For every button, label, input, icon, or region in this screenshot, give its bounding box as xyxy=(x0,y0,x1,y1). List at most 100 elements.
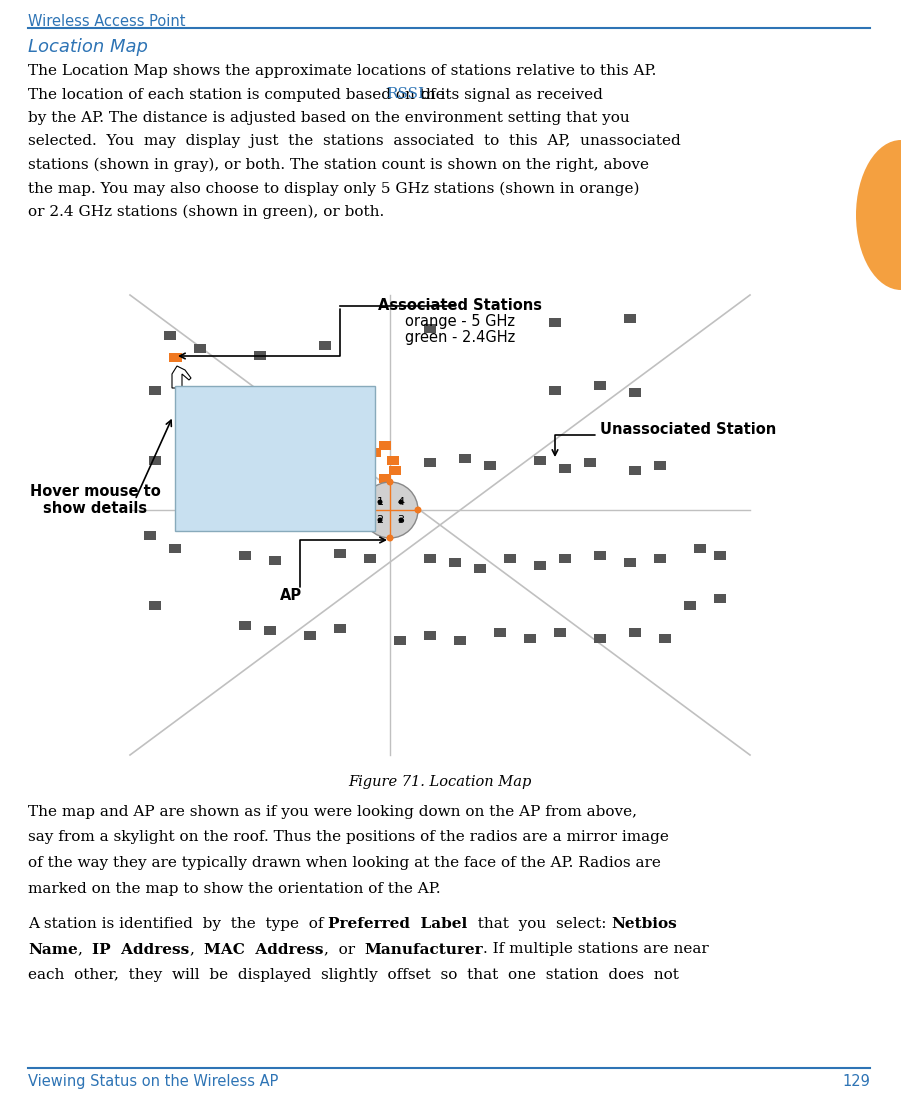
Bar xyxy=(194,344,206,353)
Text: by the AP. The distance is adjusted based on the environment setting that you: by the AP. The distance is adjusted base… xyxy=(28,111,630,125)
Bar xyxy=(714,551,726,560)
Bar xyxy=(179,391,191,400)
Bar xyxy=(594,634,606,643)
Bar xyxy=(169,353,182,362)
Bar xyxy=(364,554,376,563)
Text: TX Rate:: TX Rate: xyxy=(181,477,234,487)
Text: RSSI: RSSI xyxy=(386,88,424,101)
Bar xyxy=(304,631,316,641)
Bar xyxy=(594,551,606,560)
Bar xyxy=(394,636,406,645)
Text: SSID:: SSID: xyxy=(181,460,214,470)
Text: that  you  select:: that you select: xyxy=(468,917,611,931)
Bar xyxy=(239,620,251,631)
Text: Name: Name xyxy=(28,942,77,957)
Bar xyxy=(624,314,636,323)
Bar xyxy=(319,341,331,350)
Circle shape xyxy=(398,499,404,505)
Circle shape xyxy=(398,518,404,522)
Bar xyxy=(694,544,706,553)
Text: each  other,  they  will  be  displayed  slightly  offset  so  that  one  statio: each other, they will be displayed sligh… xyxy=(28,968,678,983)
Text: ,: , xyxy=(189,942,205,957)
Bar xyxy=(175,385,375,531)
Bar xyxy=(584,458,596,467)
Text: IP  Address: IP Address xyxy=(93,942,189,957)
Text: Channel:: Channel: xyxy=(181,409,236,419)
Circle shape xyxy=(378,499,383,505)
Text: green - 2.4GHz: green - 2.4GHz xyxy=(405,330,515,345)
Text: xirrus-xr3x3: xirrus-xr3x3 xyxy=(250,460,317,470)
Text: Location Map: Location Map xyxy=(28,38,148,56)
Circle shape xyxy=(414,507,422,514)
Text: Manufacturer: Manufacturer xyxy=(365,942,483,957)
Bar xyxy=(149,456,161,465)
Text: IP:: IP: xyxy=(181,443,197,453)
Text: 1: 1 xyxy=(377,497,384,507)
Text: A station is identified  by  the  type  of: A station is identified by the type of xyxy=(28,917,328,931)
Text: orange - 5 GHz: orange - 5 GHz xyxy=(405,314,515,329)
Bar xyxy=(379,441,391,450)
Bar xyxy=(279,465,291,473)
Bar xyxy=(629,628,641,637)
Text: iap2: iap2 xyxy=(250,392,274,402)
Text: stations (shown in gray), or both. The station count is shown on the right, abov: stations (shown in gray), or both. The s… xyxy=(28,158,649,173)
Bar xyxy=(264,626,276,635)
Bar xyxy=(424,554,436,563)
Text: 6.5Mbps: 6.5Mbps xyxy=(250,477,297,487)
Text: 3: 3 xyxy=(397,515,405,525)
Text: marked on the map to show the orientation of the AP.: marked on the map to show the orientatio… xyxy=(28,881,441,896)
Text: of the way they are typically drawn when looking at the face of the AP. Radios a: of the way they are typically drawn when… xyxy=(28,856,660,870)
Bar xyxy=(269,556,281,565)
Text: say from a skylight on the roof. Thus the positions of the radios are a mirror i: say from a skylight on the roof. Thus th… xyxy=(28,831,669,844)
Bar xyxy=(424,631,436,641)
Bar xyxy=(369,448,381,457)
Text: 10.100.23.156: 10.100.23.156 xyxy=(250,443,331,453)
Circle shape xyxy=(387,479,394,486)
Bar xyxy=(424,324,436,333)
Bar xyxy=(629,466,641,475)
Text: The location of each station is computed based on the: The location of each station is computed… xyxy=(28,88,450,101)
Bar xyxy=(164,331,176,340)
Circle shape xyxy=(387,535,394,541)
Ellipse shape xyxy=(856,140,901,290)
Bar xyxy=(334,624,346,633)
Bar xyxy=(449,558,461,567)
Text: The map and AP are shown as if you were looking down on the AP from above,: The map and AP are shown as if you were … xyxy=(28,805,637,819)
Bar xyxy=(339,473,351,482)
Text: 6.5Mbps: 6.5Mbps xyxy=(250,494,297,504)
Text: Mac:: Mac: xyxy=(181,426,211,436)
Text: MAC  Address: MAC Address xyxy=(205,942,323,957)
Text: . If multiple stations are near: . If multiple stations are near xyxy=(483,942,709,957)
Text: Preferred  Label: Preferred Label xyxy=(328,917,468,931)
Bar xyxy=(304,468,316,477)
Circle shape xyxy=(359,507,366,514)
Text: Wireless Access Point: Wireless Access Point xyxy=(28,14,186,29)
Text: 4: 4 xyxy=(397,497,405,507)
Bar xyxy=(379,473,391,483)
Text: 153 ft: 153 ft xyxy=(250,511,283,521)
Bar xyxy=(654,461,666,470)
Bar xyxy=(130,295,750,755)
Text: 2: 2 xyxy=(377,515,384,525)
Text: the map. You may also choose to display only 5 GHz stations (shown in orange): the map. You may also choose to display … xyxy=(28,182,640,196)
Text: of its signal as received: of its signal as received xyxy=(416,88,603,101)
Text: RX Rate:: RX Rate: xyxy=(181,494,235,504)
Text: Associated Stations: Associated Stations xyxy=(378,299,542,313)
Bar xyxy=(424,458,436,467)
Text: Hover mouse to
show details: Hover mouse to show details xyxy=(30,483,160,516)
Text: 129: 129 xyxy=(842,1074,870,1089)
Bar xyxy=(534,456,546,465)
Circle shape xyxy=(362,482,418,538)
Text: Netbios: Netbios xyxy=(611,917,677,931)
Bar xyxy=(314,404,326,413)
Bar xyxy=(459,455,471,463)
Bar xyxy=(684,600,696,610)
Bar xyxy=(484,461,496,470)
Text: 36: 36 xyxy=(250,409,264,419)
Text: Unassociated Station: Unassociated Station xyxy=(600,422,777,438)
Bar xyxy=(659,634,671,643)
Bar xyxy=(624,558,636,567)
Bar xyxy=(524,634,536,643)
Bar xyxy=(559,465,571,473)
Bar xyxy=(149,600,161,610)
